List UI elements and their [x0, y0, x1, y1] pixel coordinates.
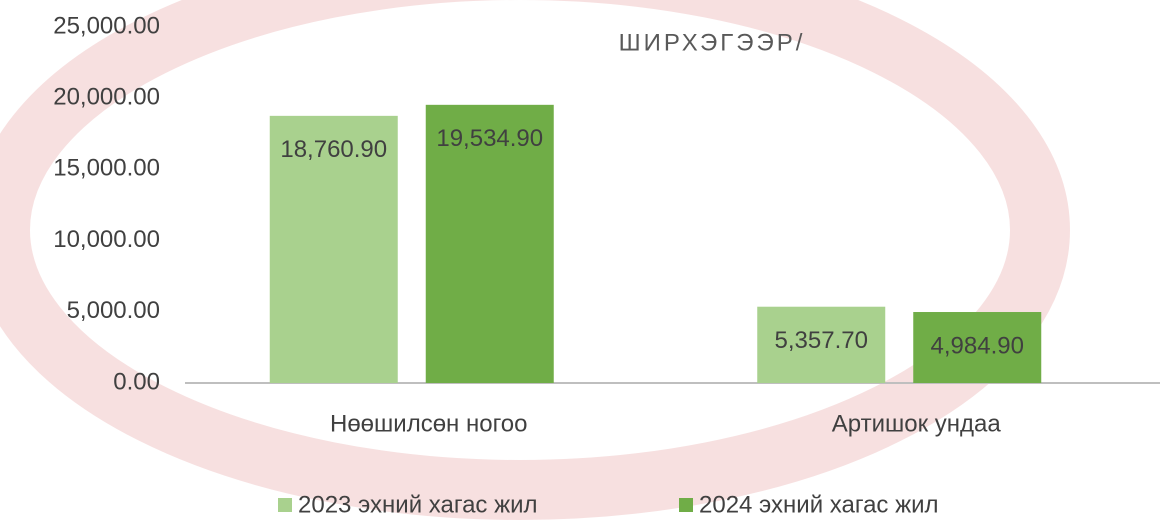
- y-tick-label: 25,000.00: [53, 12, 160, 39]
- data-label: 18,760.90: [280, 136, 387, 163]
- legend-swatch: [679, 498, 693, 512]
- x-tick-label: Нөөшилсөн ногоо: [330, 410, 527, 437]
- y-tick-label: 15,000.00: [53, 155, 160, 182]
- y-tick-label: 20,000.00: [53, 84, 160, 111]
- legend-label: 2023 эхний хагас жил: [298, 491, 538, 518]
- data-label: 4,984.90: [931, 332, 1024, 359]
- y-tick-label: 0.00: [113, 368, 160, 395]
- chart-title: ШИРХЭГЭЭР/: [619, 29, 806, 56]
- data-label: 5,357.70: [775, 327, 868, 354]
- legend-swatch: [278, 498, 292, 512]
- y-tick-label: 10,000.00: [53, 226, 160, 253]
- y-tick-label: 5,000.00: [67, 297, 160, 324]
- chart: ШИРХЭГЭЭР/ 0.00 5,000.00 10,000.00 15,000.0…: [0, 0, 1170, 521]
- legend-label: 2024 эхний хагас жил: [699, 491, 939, 518]
- x-tick-label: Артишок ундаа: [832, 410, 1002, 437]
- data-label: 19,534.90: [436, 125, 543, 152]
